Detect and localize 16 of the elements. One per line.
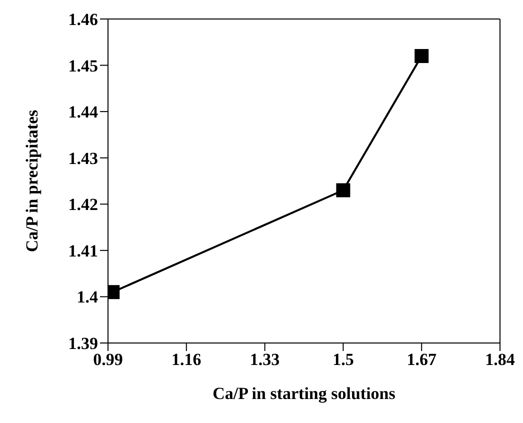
y-tick-label: 1.46 (68, 10, 98, 30)
x-tick-label: 1.5 (332, 350, 354, 370)
y-tick-label: 1.43 (68, 148, 98, 168)
x-tick-label: 1.16 (172, 350, 202, 370)
y-tick-label: 1.42 (68, 195, 98, 214)
x-tick-label: 1.67 (406, 350, 437, 370)
y-tick-label: 1.4 (76, 288, 98, 307)
x-tick-label: 1.33 (250, 350, 280, 370)
y-tick-label: 1.41 (68, 241, 98, 260)
point (336, 183, 350, 198)
y-axis-title: Ca/P in precipitates (22, 109, 42, 252)
x-axis-title: Ca/P in starting solutions (212, 384, 396, 403)
point (414, 49, 429, 64)
y-tick-label: 1.44 (68, 102, 98, 122)
x-tick-label: 1.84 (485, 350, 516, 370)
y-tick-label: 1.45 (68, 56, 98, 76)
